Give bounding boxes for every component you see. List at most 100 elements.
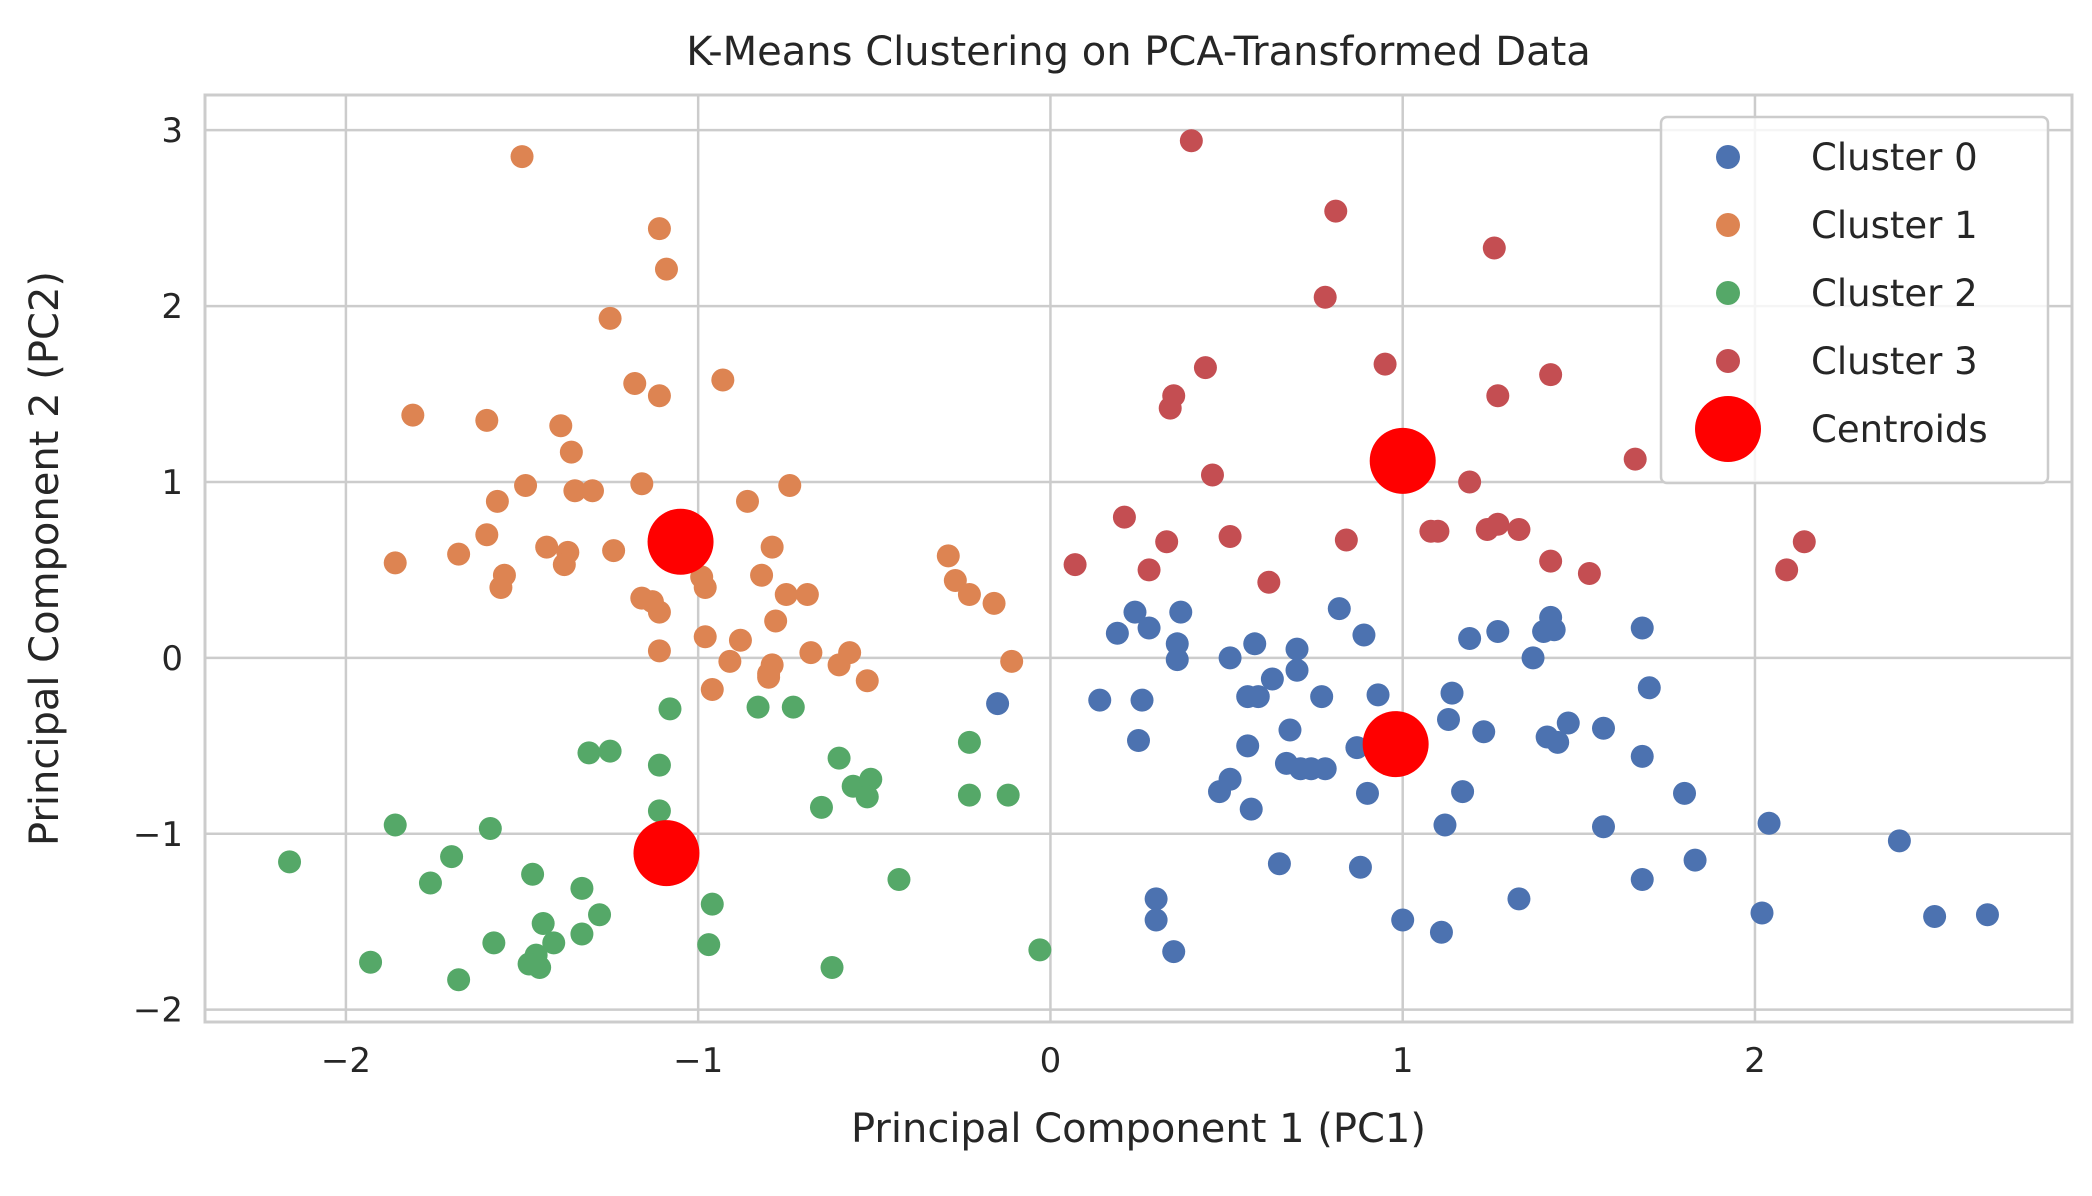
data-point bbox=[1391, 908, 1415, 932]
data-point bbox=[1630, 744, 1654, 768]
data-point bbox=[1887, 829, 1911, 853]
series-centroids bbox=[633, 427, 1436, 887]
data-point bbox=[521, 862, 545, 886]
data-point bbox=[764, 609, 788, 633]
y-tick-label: 2 bbox=[161, 287, 183, 327]
data-point bbox=[1236, 734, 1260, 758]
data-point bbox=[1591, 716, 1615, 740]
data-points bbox=[278, 129, 1999, 992]
data-point bbox=[1556, 711, 1580, 735]
data-point bbox=[1366, 683, 1390, 707]
data-point bbox=[1472, 720, 1496, 744]
data-point bbox=[482, 931, 506, 955]
legend-box bbox=[1659, 115, 2050, 485]
data-point bbox=[1158, 396, 1182, 420]
data-point bbox=[570, 876, 594, 900]
data-point bbox=[647, 384, 671, 408]
data-point bbox=[1542, 618, 1566, 642]
data-point bbox=[1355, 781, 1379, 805]
data-point bbox=[1105, 621, 1129, 645]
x-axis-label: Principal Component 1 (PC1) bbox=[851, 1106, 1426, 1152]
data-point bbox=[728, 628, 752, 652]
data-point bbox=[418, 871, 442, 895]
data-point bbox=[278, 850, 302, 874]
data-point bbox=[1334, 528, 1358, 552]
data-point bbox=[1193, 356, 1217, 380]
data-point bbox=[697, 933, 721, 957]
data-point bbox=[943, 568, 967, 592]
data-point bbox=[1975, 903, 1999, 927]
data-point bbox=[827, 746, 851, 770]
data-point bbox=[647, 799, 671, 823]
data-point bbox=[1000, 649, 1024, 673]
data-point bbox=[531, 911, 555, 935]
data-point bbox=[1123, 600, 1147, 624]
data-point bbox=[827, 653, 851, 677]
data-point bbox=[760, 535, 784, 559]
data-point bbox=[690, 565, 714, 589]
data-point bbox=[735, 489, 759, 513]
data-point bbox=[1623, 447, 1647, 471]
data-point bbox=[1426, 519, 1450, 543]
legend-marker bbox=[1695, 396, 1761, 462]
data-point bbox=[1310, 685, 1334, 709]
data-point bbox=[982, 591, 1006, 615]
legend-marker bbox=[1716, 349, 1740, 373]
data-point bbox=[1137, 558, 1161, 582]
data-point bbox=[1144, 908, 1168, 932]
y-tick-label: −2 bbox=[133, 991, 183, 1031]
legend-label: Cluster 1 bbox=[1811, 204, 1978, 247]
data-point bbox=[542, 931, 566, 955]
data-point bbox=[859, 767, 883, 791]
legend-label: Centroids bbox=[1811, 408, 1988, 451]
plot-frame bbox=[203, 93, 2074, 1024]
series-cluster-1 bbox=[383, 145, 1024, 702]
data-point bbox=[1127, 729, 1150, 753]
data-point bbox=[1750, 901, 1774, 925]
data-point bbox=[693, 625, 717, 649]
data-point bbox=[1155, 530, 1179, 554]
data-point bbox=[700, 678, 724, 702]
data-point bbox=[781, 695, 805, 719]
data-point bbox=[1539, 549, 1563, 573]
data-point bbox=[1458, 470, 1482, 494]
y-tick-label: −1 bbox=[133, 815, 183, 855]
data-point bbox=[577, 741, 601, 765]
data-point bbox=[996, 783, 1020, 807]
data-point bbox=[1683, 848, 1707, 872]
legend: Cluster 0 Cluster 1 Cluster 2 Cluster 3 Cent… bbox=[1659, 115, 2050, 485]
data-point bbox=[1352, 623, 1376, 647]
data-point bbox=[563, 479, 587, 503]
data-point bbox=[986, 692, 1010, 716]
y-axis-label: Principal Component 2 (PC2) bbox=[22, 271, 68, 846]
data-point bbox=[1179, 129, 1203, 153]
data-point bbox=[1458, 627, 1482, 651]
data-point bbox=[1169, 600, 1193, 624]
data-point bbox=[1539, 363, 1563, 387]
data-point bbox=[1327, 597, 1351, 621]
data-point bbox=[1130, 688, 1154, 712]
data-point bbox=[1792, 530, 1816, 554]
data-point bbox=[485, 489, 509, 513]
data-point bbox=[1260, 667, 1284, 691]
data-point bbox=[1088, 688, 1112, 712]
data-point bbox=[795, 583, 819, 607]
data-point bbox=[1486, 619, 1510, 643]
data-point bbox=[1112, 505, 1136, 529]
data-point bbox=[1243, 632, 1267, 656]
data-point bbox=[1278, 718, 1302, 742]
data-point bbox=[1267, 852, 1291, 876]
data-point bbox=[1673, 781, 1697, 805]
data-point bbox=[647, 753, 671, 777]
data-point bbox=[887, 868, 911, 892]
data-point bbox=[1440, 681, 1464, 705]
data-point bbox=[1218, 525, 1242, 549]
data-point bbox=[1218, 646, 1242, 670]
data-point bbox=[778, 474, 802, 498]
data-point bbox=[489, 576, 513, 600]
data-point bbox=[1285, 637, 1309, 661]
legend-label: Cluster 0 bbox=[1811, 136, 1978, 179]
data-point bbox=[1324, 199, 1348, 223]
x-tick-label: 2 bbox=[1744, 1041, 1766, 1081]
